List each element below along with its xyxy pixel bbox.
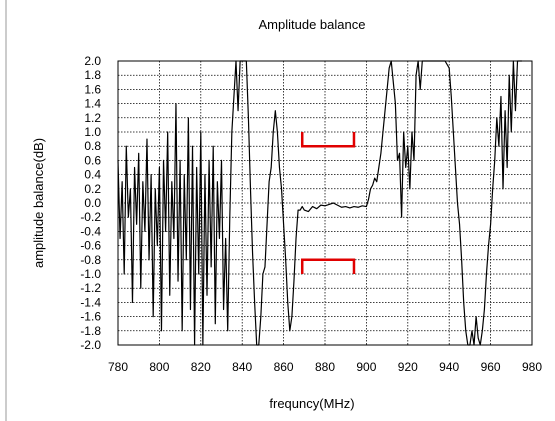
y-tick-label-2: 2.0 [84,54,101,68]
y-tick-labels: 2.01.81.61.41.21.00.80.60.40.20.0-0.2-0.… [80,54,101,352]
y-tick-label-0p6: 0.6 [84,153,101,167]
x-tick-label-960: 960 [481,360,501,374]
x-tick-label-880: 880 [315,360,335,374]
lower-spec-bracket [300,258,356,274]
y-tick-label-minus-2: -2.0 [80,338,101,352]
y-tick-label-1p6: 1.6 [84,82,101,96]
x-tick-label-980: 980 [522,360,542,374]
y-tick-label-minus-1p2: -1.2 [80,281,101,295]
y-tick-label-minus-1: -1.0 [80,267,101,281]
x-tick-label-920: 920 [398,360,418,374]
y-tick-label-0p2: 0.2 [84,182,101,196]
x-tick-label-780: 780 [108,360,128,374]
y-tick-label-1: 1.0 [84,125,101,139]
y-tick-label-minus-0p6: -0.6 [80,239,101,253]
upper-spec-bracket [300,132,356,148]
chart-title: Amplitude balance [259,17,366,32]
plot-area-frame [117,60,533,346]
series-layer [117,60,523,346]
x-tick-label-940: 940 [439,360,459,374]
x-tick-label-820: 820 [191,360,211,374]
y-tick-label-1p4: 1.4 [84,97,101,111]
y-tick-label-minus-1p4: -1.4 [80,295,101,309]
x-tick-label-800: 800 [149,360,169,374]
y-tick-label-minus-1p6: -1.6 [80,310,101,324]
horizontal-gridlines [118,74,532,332]
amplitude-balance-series-line [117,60,523,346]
y-tick-label-minus-0p2: -0.2 [80,210,101,224]
x-axis-label: frequncy(MHz) [269,396,354,411]
y-tick-label-minus-0p4: -0.4 [80,224,101,238]
y-tick-label-minus-0p8: -0.8 [80,253,101,267]
annotation-layer [300,132,356,274]
x-tick-label-860: 860 [274,360,294,374]
y-tick-label-1p8: 1.8 [84,68,101,82]
x-tick-label-840: 840 [232,360,252,374]
y-axis-label: amplitude balance(dB) [31,138,46,268]
y-tick-label-minus-1p8: -1.8 [80,324,101,338]
x-tick-label-900: 900 [356,360,376,374]
x-tick-labels: 780 800 820 840 860 880 900 920 940 960 980 [108,360,542,374]
y-tick-label-1p2: 1.2 [84,111,101,125]
y-tick-label-0p4: 0.4 [84,168,101,182]
y-tick-label-0: 0.0 [84,196,101,210]
y-tick-label-0p8: 0.8 [84,139,101,153]
